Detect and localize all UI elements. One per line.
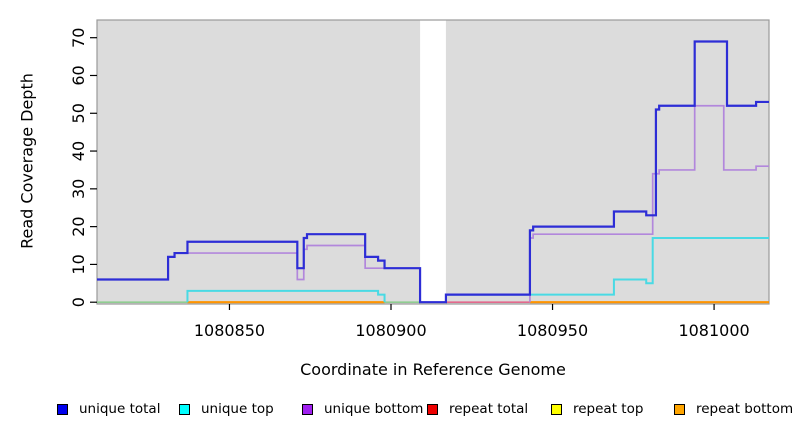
legend-swatch-icon	[674, 403, 685, 415]
y-tick-label: 70	[69, 28, 88, 48]
legend-item-unique-bottom: unique bottom	[302, 401, 423, 417]
x-tick-label: 1080900	[355, 321, 426, 340]
y-tick-label: 50	[69, 103, 88, 123]
legend-swatch-icon	[427, 403, 438, 415]
legend-label: repeat bottom	[696, 401, 792, 417]
legend-label: unique bottom	[324, 401, 424, 417]
plot-border	[96, 19, 770, 305]
coverage-gap-region	[420, 20, 446, 304]
legend-swatch-icon	[57, 403, 68, 415]
legend-swatch-icon	[179, 403, 190, 415]
legend-label: unique total	[79, 401, 161, 417]
y-tick-label: 0	[69, 297, 88, 307]
y-tick-label: 20	[69, 216, 88, 236]
x-tick-label: 1081000	[678, 321, 749, 340]
legend-label: unique top	[201, 401, 274, 417]
legend-item-repeat-bottom: repeat bottom	[674, 401, 792, 417]
x-tick-label: 1080950	[517, 321, 588, 340]
series-line-unique-total	[97, 40, 769, 304]
series-line-unique-top	[186, 289, 386, 303]
series-line-unique-bottom	[529, 104, 769, 303]
x-tick-label: 1080850	[194, 321, 265, 340]
legend-item-repeat-top: repeat top	[551, 401, 643, 417]
legend-label: repeat total	[449, 401, 529, 417]
y-tick-label: 60	[69, 65, 88, 85]
y-tick-label: 40	[69, 141, 88, 161]
legend-item-unique-top: unique top	[179, 401, 274, 417]
x-axis-title: Coordinate in Reference Genome	[300, 360, 566, 379]
legend-label: repeat top	[573, 401, 644, 417]
legend-swatch-icon	[551, 403, 562, 415]
y-tick-label: 10	[69, 254, 88, 274]
y-tick-label: 30	[69, 179, 88, 199]
legend-item-repeat-total: repeat total	[427, 401, 528, 417]
y-axis-title: Read Coverage Depth	[17, 73, 37, 249]
legend-swatch-icon	[302, 403, 313, 415]
coverage-chart: 1080850 1080900 1080950 1081000 0 10 20 30 40 50 6…	[69, 19, 770, 340]
series-line-unique-top	[445, 236, 769, 296]
legend-item-unique-total: unique total	[57, 401, 160, 417]
